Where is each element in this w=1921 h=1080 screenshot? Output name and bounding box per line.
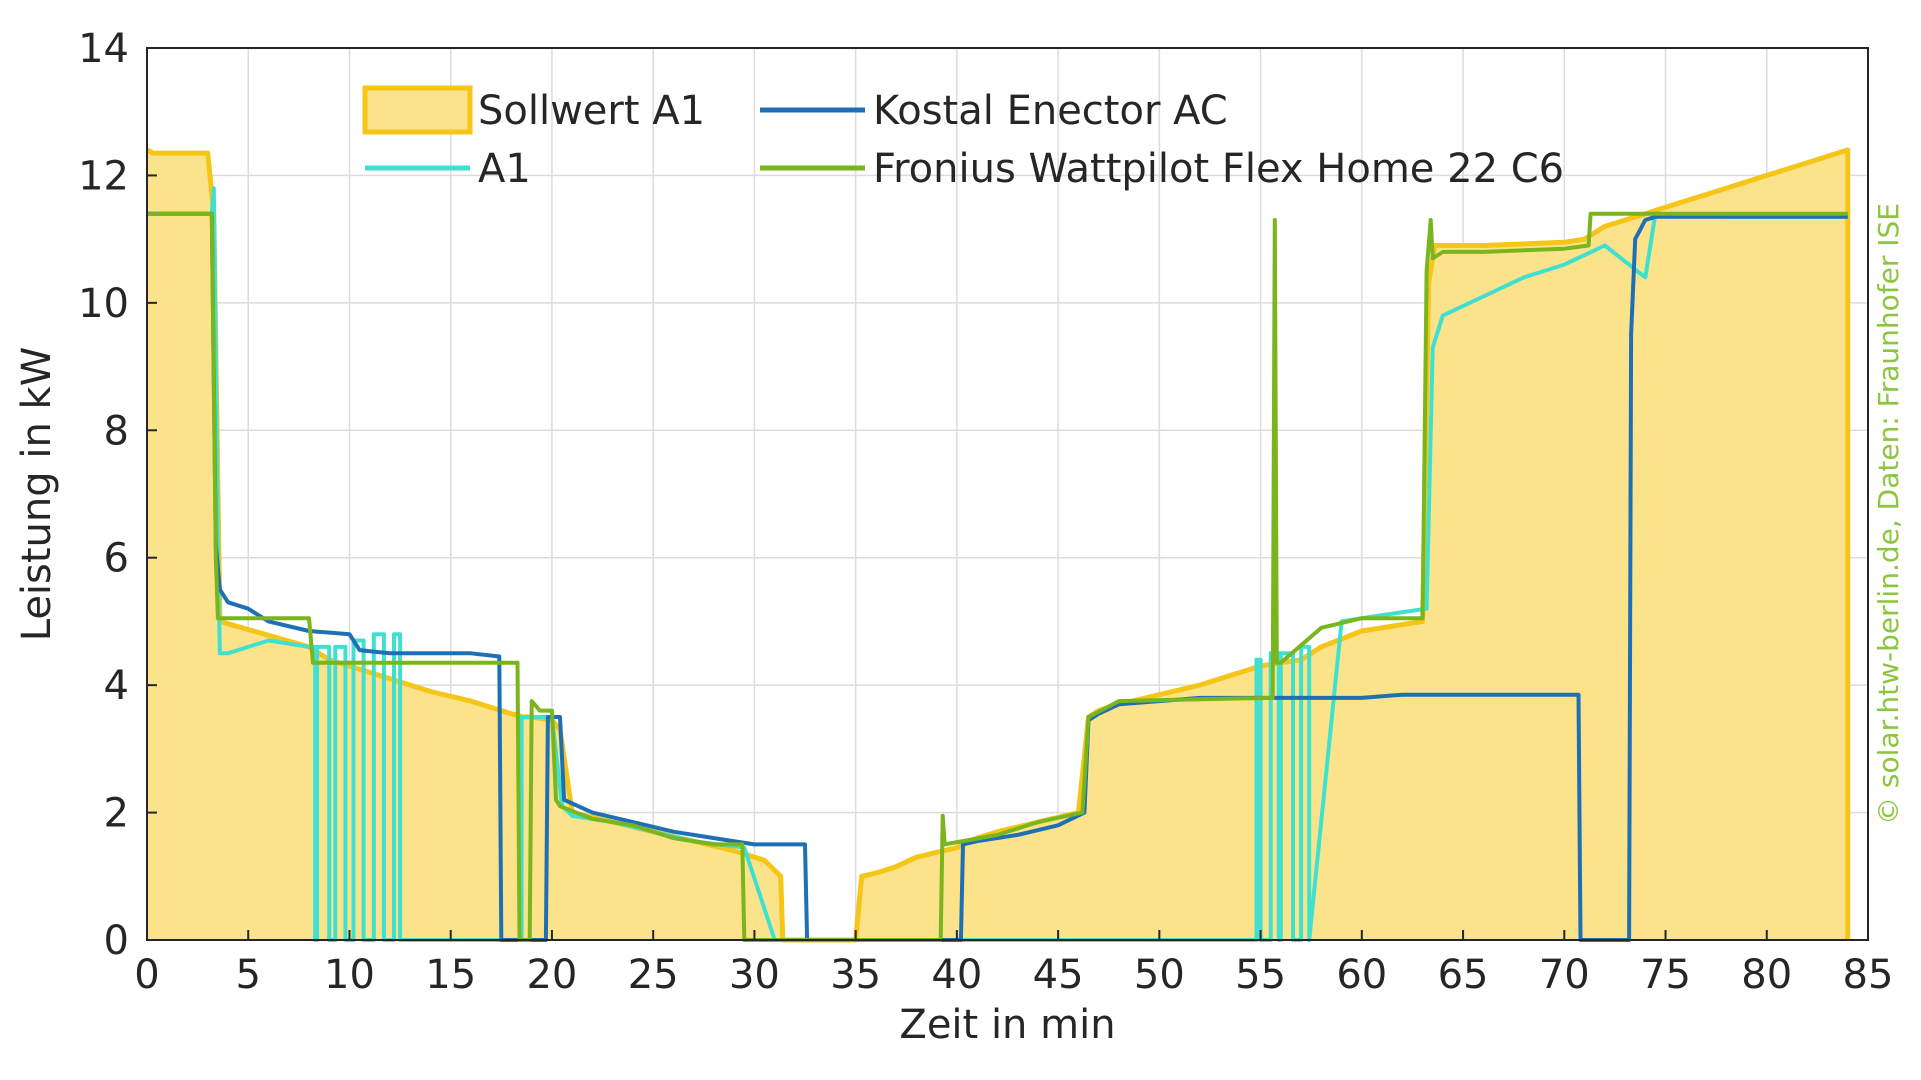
x-tick-label: 65 [1438, 952, 1489, 998]
y-axis-label: Leistung in kW [14, 347, 60, 642]
y-tick-label: 6 [104, 536, 129, 582]
x-tick-label: 0 [134, 952, 159, 998]
y-ticks: 0 2 4 6 8 10 12 14 [78, 26, 157, 964]
x-tick-label: 5 [236, 952, 261, 998]
legend-swatch [362, 85, 473, 135]
x-tick-label: 55 [1235, 952, 1286, 998]
x-ticks: 0 5 10 15 20 25 30 35 40 45 50 55 60 65 70 75 80 85 [134, 930, 1893, 998]
legend-item-fronius-wattpilot-flex-home-22-c6: Fronius Wattpilot Flex Home 22 C6 [760, 146, 1564, 192]
x-tick-label: 85 [1843, 952, 1894, 998]
legend-label: Fronius Wattpilot Flex Home 22 C6 [873, 146, 1564, 192]
x-tick-label: 35 [830, 952, 881, 998]
legend-item-sollwert-a1: Sollwert A1 [362, 85, 705, 135]
plot-frame [146, 47, 1869, 941]
y-tick-label: 10 [78, 281, 129, 327]
x-tick-label: 40 [931, 952, 982, 998]
y-tick-label: 2 [104, 791, 129, 837]
x-tick-label: 60 [1336, 952, 1387, 998]
series-kostal-enector-ac-line [147, 211, 1848, 942]
x-tick-label: 30 [729, 952, 780, 998]
legend: Sollwert A1 A1 Kostal Enector AC Fronius Wa… [362, 85, 1564, 192]
credit-text: © solar.htw-berlin.de, Daten: Fraunhofer… [1872, 203, 1905, 825]
x-tick-label: 20 [526, 952, 577, 998]
y-tick-label: 0 [104, 918, 129, 964]
y-tick-label: 8 [104, 408, 129, 454]
x-tick-label: 10 [324, 952, 375, 998]
legend-item-kostal-enector-ac: Kostal Enector AC [760, 88, 1228, 134]
legend-label: Kostal Enector AC [873, 88, 1228, 134]
series-sollwert-a1-area [147, 149, 1848, 940]
x-tick-label: 70 [1539, 952, 1590, 998]
x-tick-label: 75 [1640, 952, 1691, 998]
x-axis-label: Zeit in min [899, 1002, 1115, 1048]
legend-label: A1 [478, 146, 531, 192]
y-tick-label: 12 [78, 153, 129, 199]
x-tick-label: 45 [1033, 952, 1084, 998]
legend-item-a1: A1 [365, 146, 531, 192]
x-tick-label: 80 [1741, 952, 1792, 998]
x-tick-label: 15 [425, 952, 476, 998]
y-tick-label: 14 [78, 26, 129, 72]
y-tick-label: 4 [104, 663, 129, 709]
legend-label: Sollwert A1 [478, 88, 705, 134]
x-tick-label: 50 [1134, 952, 1185, 998]
x-tick-label: 25 [628, 952, 679, 998]
